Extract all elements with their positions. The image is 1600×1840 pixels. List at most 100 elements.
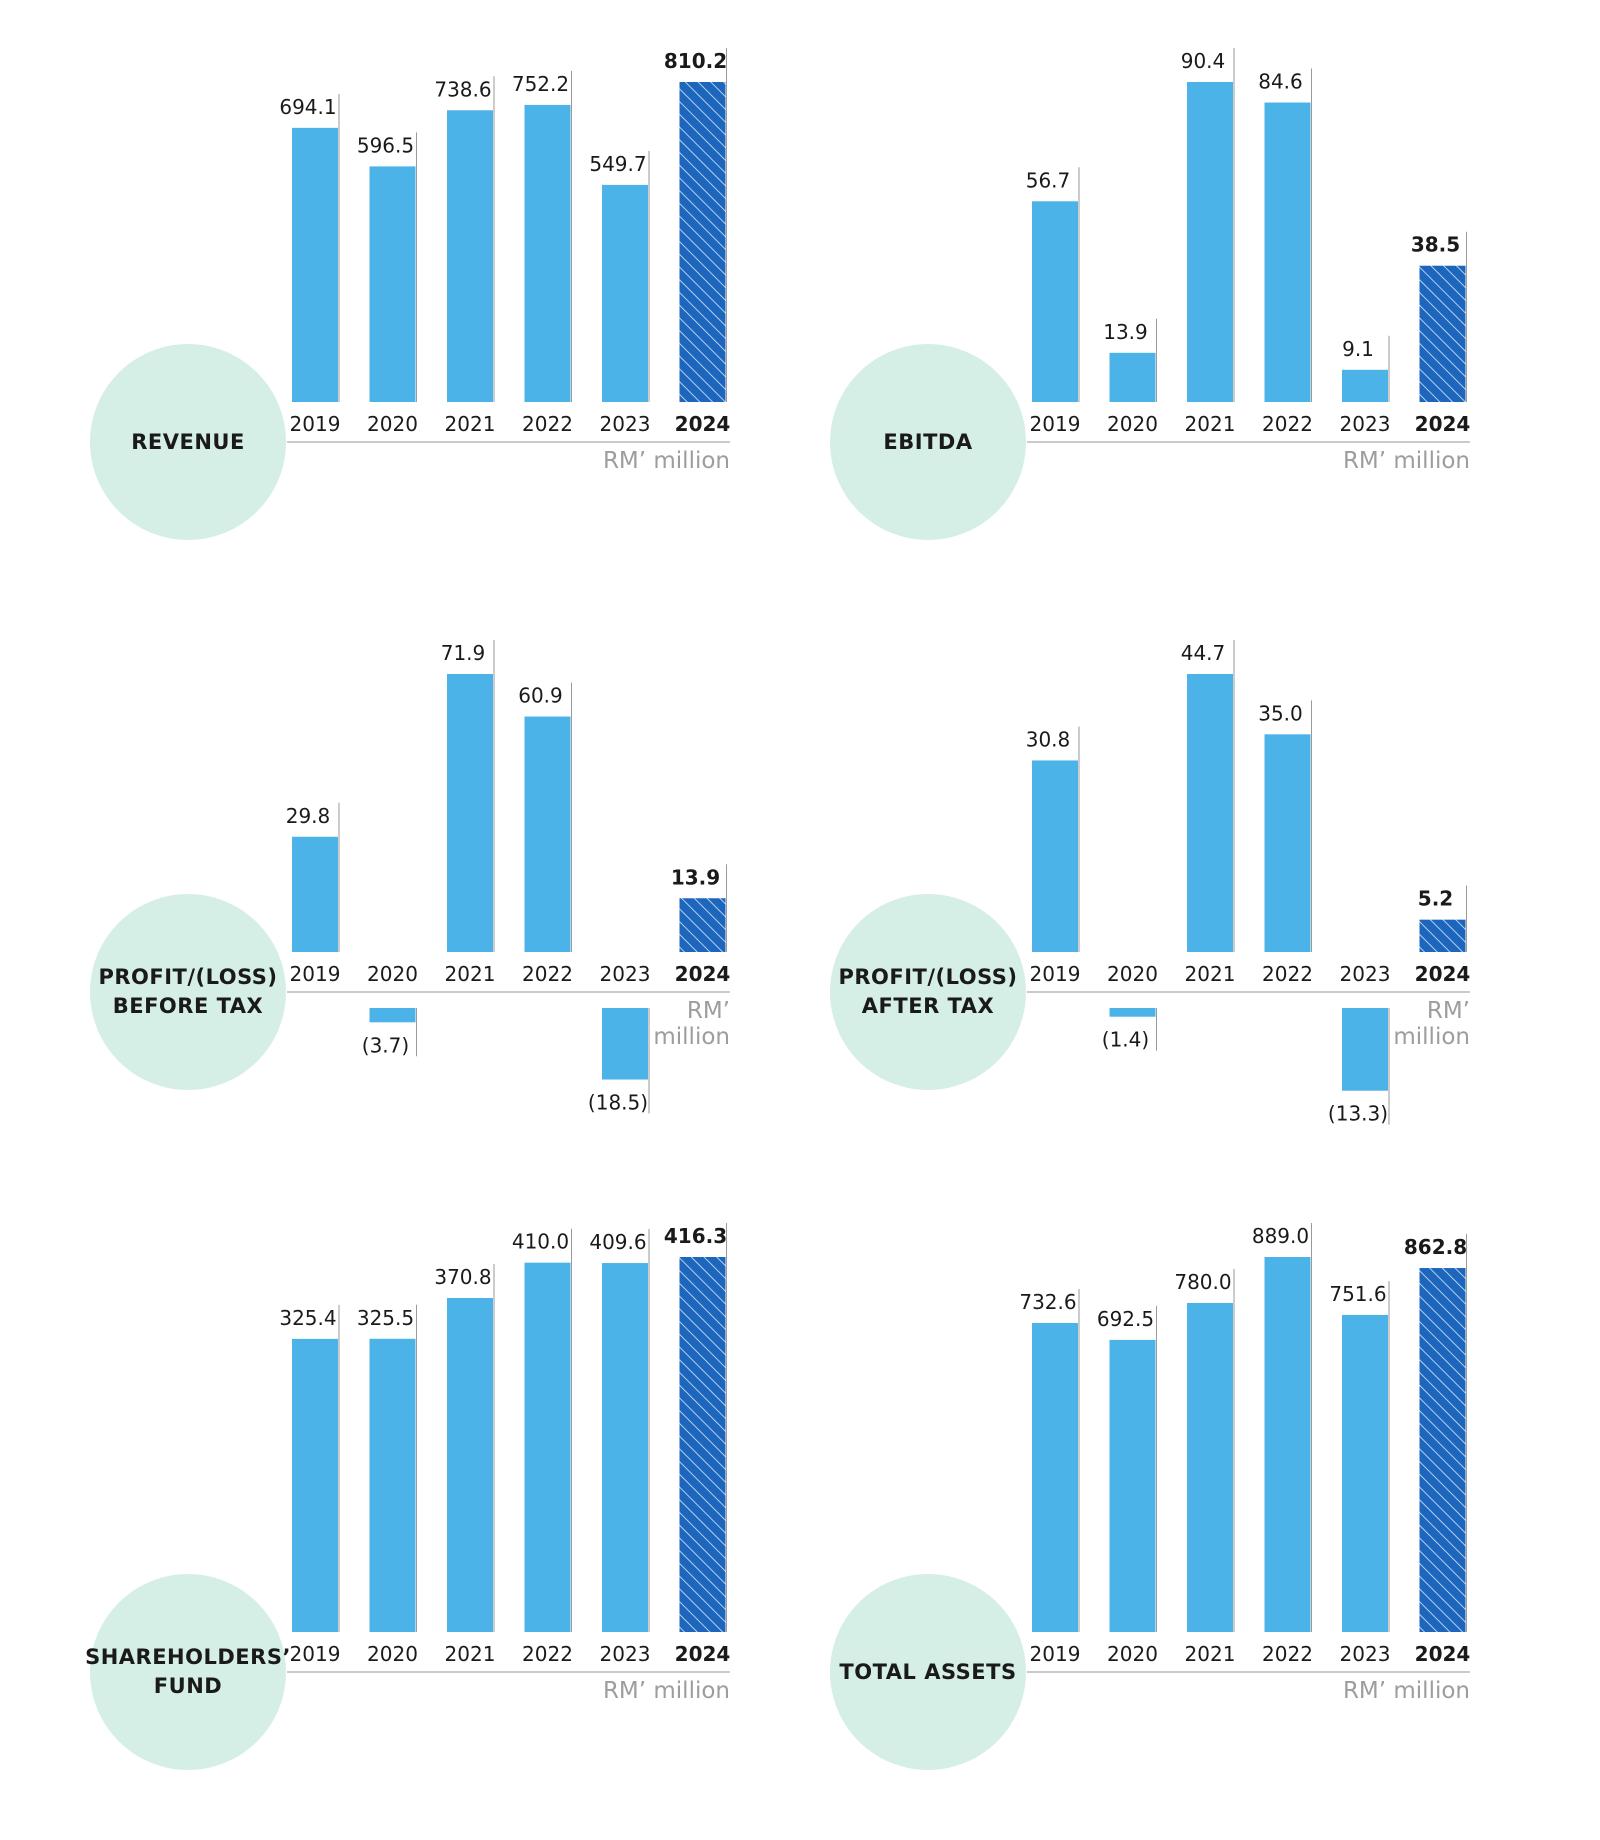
chart-title: PROFIT/(LOSS) AFTER TAX [838,965,1018,1018]
bar-2020 [1109,1339,1156,1632]
bar-2020 [1109,352,1156,402]
bar-2023 [1342,1314,1388,1632]
value-label-2021: 780.0 [1174,1270,1231,1294]
category-label-2021: 2021 [1185,1642,1236,1666]
profit-loss-after-tax-chart: 30.8 2019 (1.4) 2020 44.7 2021 35.0 2022 (13.3) 2… [830,600,1550,1126]
total-assets-chart: 732.6 2019 692.5 2020 780.0 2021 889.0 2022 751.… [830,1223,1550,1800]
chart-title-circle: EBITDA [830,344,1026,540]
category-label-2023: 2023 [600,962,651,986]
category-label-2022: 2022 [1262,412,1313,436]
category-label-2022: 2022 [522,962,573,986]
bar-2021 [1187,1302,1233,1632]
category-label-2020: 2020 [367,1642,418,1666]
category-label-2024: 2024 [675,962,731,986]
value-label-2020: 13.9 [1103,320,1148,344]
chart-title-circle: PROFIT/(LOSS) AFTER TAX [830,894,1026,1090]
bar-2024 [1419,1268,1466,1632]
value-label-2024: 810.2 [664,49,727,73]
bar-2019 [1032,201,1078,402]
value-label-2022: 35.0 [1258,701,1303,725]
category-label-2024: 2024 [1415,412,1471,436]
value-label-2024: 5.2 [1418,887,1453,911]
category-label-2019: 2019 [290,962,341,986]
value-label-2022: 84.6 [1258,70,1303,94]
value-label-2023: 409.6 [589,1230,646,1254]
category-label-2024: 2024 [1415,1642,1471,1666]
unit-label: RM’ million [602,448,730,474]
value-label-2019: 56.7 [1026,168,1071,192]
category-label-2022: 2022 [522,412,573,436]
value-label-2019: 694.1 [279,95,336,119]
bar-2019 [292,1338,338,1632]
chart-title-circle: TOTAL ASSETS [830,1574,1026,1770]
bar-2021 [1187,82,1233,402]
value-label-2021: 71.9 [441,641,486,665]
category-label-2021: 2021 [445,962,496,986]
chart-title: TOTAL ASSETS [839,1659,1017,1684]
category-label-2019: 2019 [1030,962,1081,986]
category-label-2022: 2022 [522,1642,573,1666]
bar-2020 [369,1008,416,1023]
value-label-2019: 29.8 [286,804,331,828]
bar-2020 [369,1338,416,1632]
category-label-2024: 2024 [1415,962,1471,986]
total-assets-chart-svg: 732.6 2019 692.5 2020 780.0 2021 889.0 2022 751.… [1019,1223,1471,1673]
bar-2019 [292,127,338,402]
chart-title: PROFIT/(LOSS) BEFORE TAX [98,965,278,1018]
category-label-2023: 2023 [1340,412,1391,436]
value-label-2021: 738.6 [434,77,491,101]
shareholders-fund-chart-svg: 325.4 2019 325.5 2020 370.8 2021 410.0 2022 409.… [279,1223,731,1673]
category-label-2020: 2020 [1107,962,1158,986]
category-label-2020: 2020 [367,412,418,436]
bar-2020 [369,166,416,402]
bar-2024 [1419,919,1466,952]
category-label-2023: 2023 [1340,1642,1391,1666]
category-label-2020: 2020 [1107,412,1158,436]
value-label-2020: (1.4) [1102,1028,1149,1052]
bar-2022 [1264,102,1311,402]
category-label-2021: 2021 [445,1642,496,1666]
value-label-2024: 38.5 [1411,233,1460,257]
value-label-2022: 752.2 [512,72,569,96]
bar-2021 [1187,674,1233,952]
bar-2024 [1419,265,1466,402]
bar-2019 [1032,1322,1078,1632]
value-label-2024: 862.8 [1404,1235,1467,1259]
category-label-2024: 2024 [675,1642,731,1666]
value-label-2022: 60.9 [518,684,563,708]
revenue-chart-svg: 694.1 2019 596.5 2020 738.6 2021 752.2 2022 549.… [279,48,731,443]
value-label-2024: 13.9 [671,865,720,889]
bar-2023 [1342,369,1388,402]
value-label-2019: 732.6 [1019,1290,1076,1314]
bar-2024 [679,898,726,952]
category-label-2024: 2024 [675,412,731,436]
profit-loss-before-tax-chart: 29.8 2019 (3.7) 2020 71.9 2021 60.9 2022 (18.5) 2… [90,600,810,1120]
category-label-2019: 2019 [1030,412,1081,436]
category-label-2022: 2022 [1262,1642,1313,1666]
chart-title: REVENUE [131,429,245,454]
bar-2022 [524,1262,571,1632]
bar-2022 [1264,1257,1311,1632]
value-label-2023: 751.6 [1329,1282,1386,1306]
bar-2021 [447,110,493,403]
value-label-2023: 9.1 [1342,337,1374,361]
value-label-2020: 325.5 [357,1306,414,1330]
unit-label: RM’ million [1393,998,1470,1050]
category-label-2021: 2021 [445,412,496,436]
chart-title-circle: PROFIT/(LOSS) BEFORE TAX [90,894,286,1090]
value-label-2021: 44.7 [1181,641,1226,665]
value-label-2020: 692.5 [1097,1307,1154,1331]
bar-2023 [602,1008,648,1080]
chart-title-circle: SHAREHOLDERS’ FUND [85,1574,290,1770]
value-label-2019: 325.4 [279,1306,336,1330]
chart-title: SHAREHOLDERS’ FUND [85,1645,291,1698]
bar-2022 [524,104,571,402]
ebitda-chart: 56.7 2019 13.9 2020 90.4 2021 84.6 2022 9.1 2023 3… [830,48,1550,580]
category-label-2019: 2019 [290,1642,341,1666]
profit-loss-after-tax-chart-svg: 30.8 2019 (1.4) 2020 44.7 2021 35.0 2022 (13.3) 2… [1026,640,1471,1126]
category-label-2021: 2021 [1185,962,1236,986]
value-label-2022: 410.0 [512,1230,569,1254]
category-label-2023: 2023 [600,412,651,436]
value-label-2021: 90.4 [1181,49,1226,73]
